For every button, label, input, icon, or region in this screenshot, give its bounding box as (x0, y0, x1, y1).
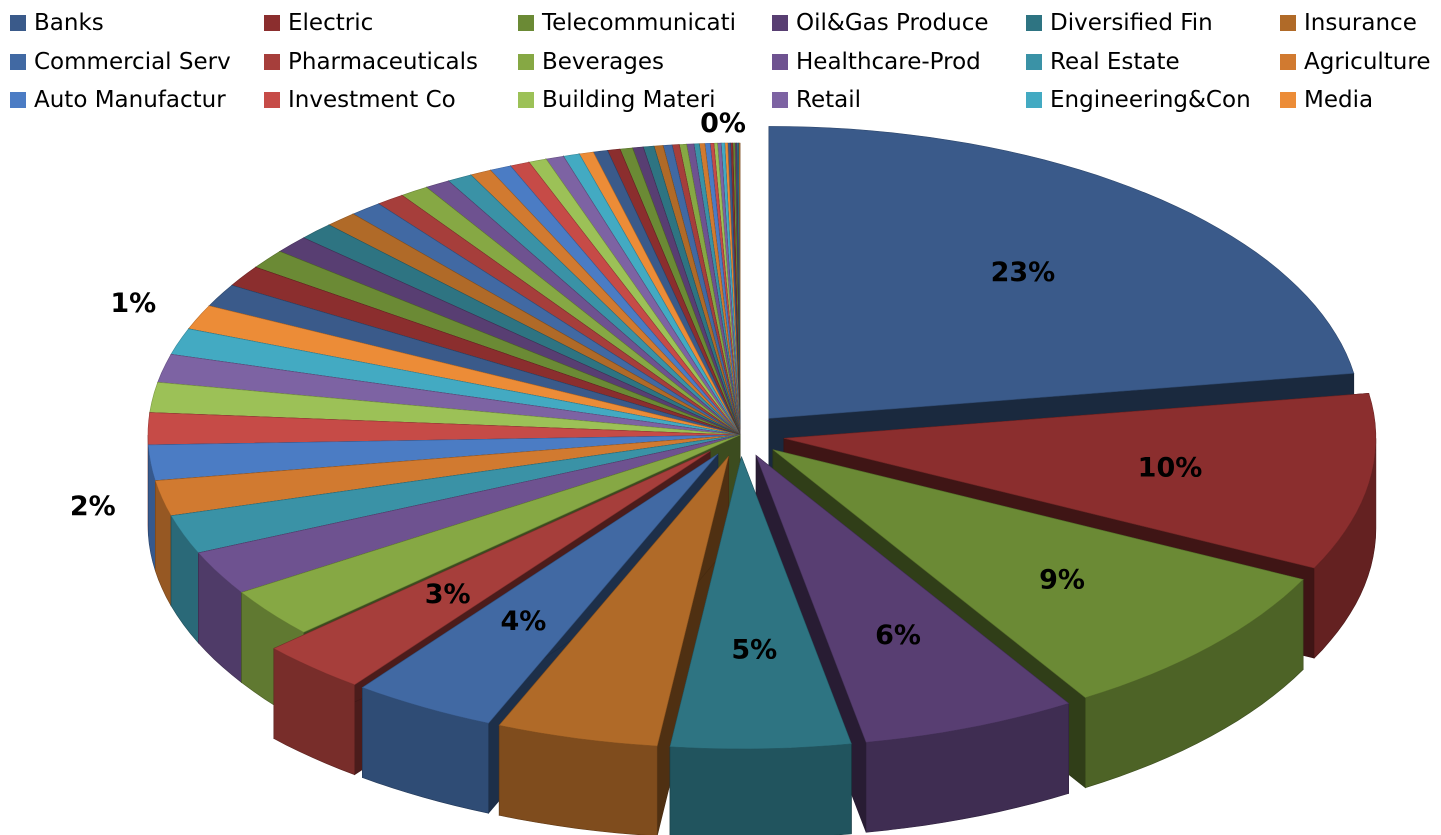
data-label: 3% (425, 579, 471, 610)
legend-label: Diversified Fin (1050, 10, 1213, 36)
data-label: 2% (70, 491, 116, 522)
data-labels: 23% 10% 9% 6% 5% 4% 3% 2% 1% 0% (70, 108, 1202, 666)
legend-label: Retail (796, 87, 861, 113)
legend-label: Building Materi (542, 87, 716, 113)
legend-label: Media (1304, 87, 1374, 113)
legend-label: Insurance (1304, 10, 1417, 36)
data-label: 5% (731, 635, 777, 666)
legend-swatch (10, 92, 26, 108)
legend-swatch (1026, 15, 1042, 31)
legend-swatch (772, 15, 788, 31)
legend-item: Building Materi (518, 83, 716, 117)
legend-label: Healthcare-Prod (796, 48, 981, 75)
legend-label: Electric (288, 10, 374, 36)
data-label: 0% (700, 108, 746, 139)
legend-label: Commercial Serv (34, 48, 231, 75)
legend-swatch (264, 92, 280, 108)
legend-item: Retail (772, 83, 861, 117)
legend-swatch (772, 92, 788, 108)
legend-swatch (264, 15, 280, 31)
chart-legend: Banks Electric Telecommunicati Oil&Gas Prod… (10, 6, 1440, 122)
legend-item: Insurance (1280, 6, 1417, 40)
data-label: 23% (991, 257, 1056, 288)
legend-item: Beverages (518, 45, 664, 79)
legend-item: Banks (10, 6, 104, 40)
data-label: 4% (500, 606, 546, 637)
data-label: 1% (110, 288, 156, 319)
data-label: 9% (1039, 564, 1085, 595)
legend-label: Beverages (542, 48, 664, 75)
legend-row: Banks Electric Telecommunicati Oil&Gas Prod… (10, 6, 1440, 45)
data-label: 10% (1138, 453, 1203, 484)
legend-swatch (1280, 53, 1296, 70)
legend-swatch (1026, 92, 1042, 108)
legend-item: Oil&Gas Produce (772, 6, 989, 40)
legend-item: Real Estate (1026, 45, 1180, 79)
data-label: 6% (875, 620, 921, 651)
legend-row: Auto Manufactur Investment Co Building Mat… (10, 83, 1440, 122)
legend-item: Healthcare-Prod (772, 45, 981, 79)
legend-swatch (518, 53, 534, 70)
legend-swatch (1280, 92, 1296, 108)
legend-item: Engineering&Con (1026, 83, 1251, 117)
legend-row: Commercial Serv Pharmaceuticals Beverages H… (10, 45, 1440, 84)
legend-label: Real Estate (1050, 48, 1180, 75)
legend-item: Pharmaceuticals (264, 45, 478, 79)
legend-label: Agriculture (1304, 48, 1431, 75)
legend-label: Banks (34, 10, 104, 36)
legend-swatch (772, 53, 788, 70)
legend-item: Auto Manufactur (10, 83, 226, 117)
legend-swatch (1026, 53, 1042, 70)
legend-swatch (518, 92, 534, 108)
legend-item: Media (1280, 83, 1373, 117)
legend-label: Auto Manufactur (34, 87, 226, 113)
legend-swatch (10, 15, 26, 31)
legend-label: Engineering&Con (1050, 87, 1251, 113)
legend-label: Pharmaceuticals (288, 48, 478, 75)
pie-slices (147, 126, 1377, 835)
legend-swatch (264, 53, 280, 70)
legend-item: Diversified Fin (1026, 6, 1213, 40)
legend-item: Commercial Serv (10, 45, 231, 79)
legend-label: Oil&Gas Produce (796, 10, 989, 36)
legend-item: Agriculture (1280, 45, 1431, 79)
legend-swatch (10, 53, 26, 70)
pie-slice (669, 455, 852, 835)
legend-item: Investment Co (264, 83, 456, 117)
legend-item: Electric (264, 6, 373, 40)
legend-swatch (518, 15, 534, 31)
legend-label: Investment Co (288, 87, 456, 113)
legend-label: Telecommunicati (542, 10, 737, 36)
legend-swatch (1280, 15, 1296, 31)
legend-item: Telecommunicati (518, 6, 736, 40)
